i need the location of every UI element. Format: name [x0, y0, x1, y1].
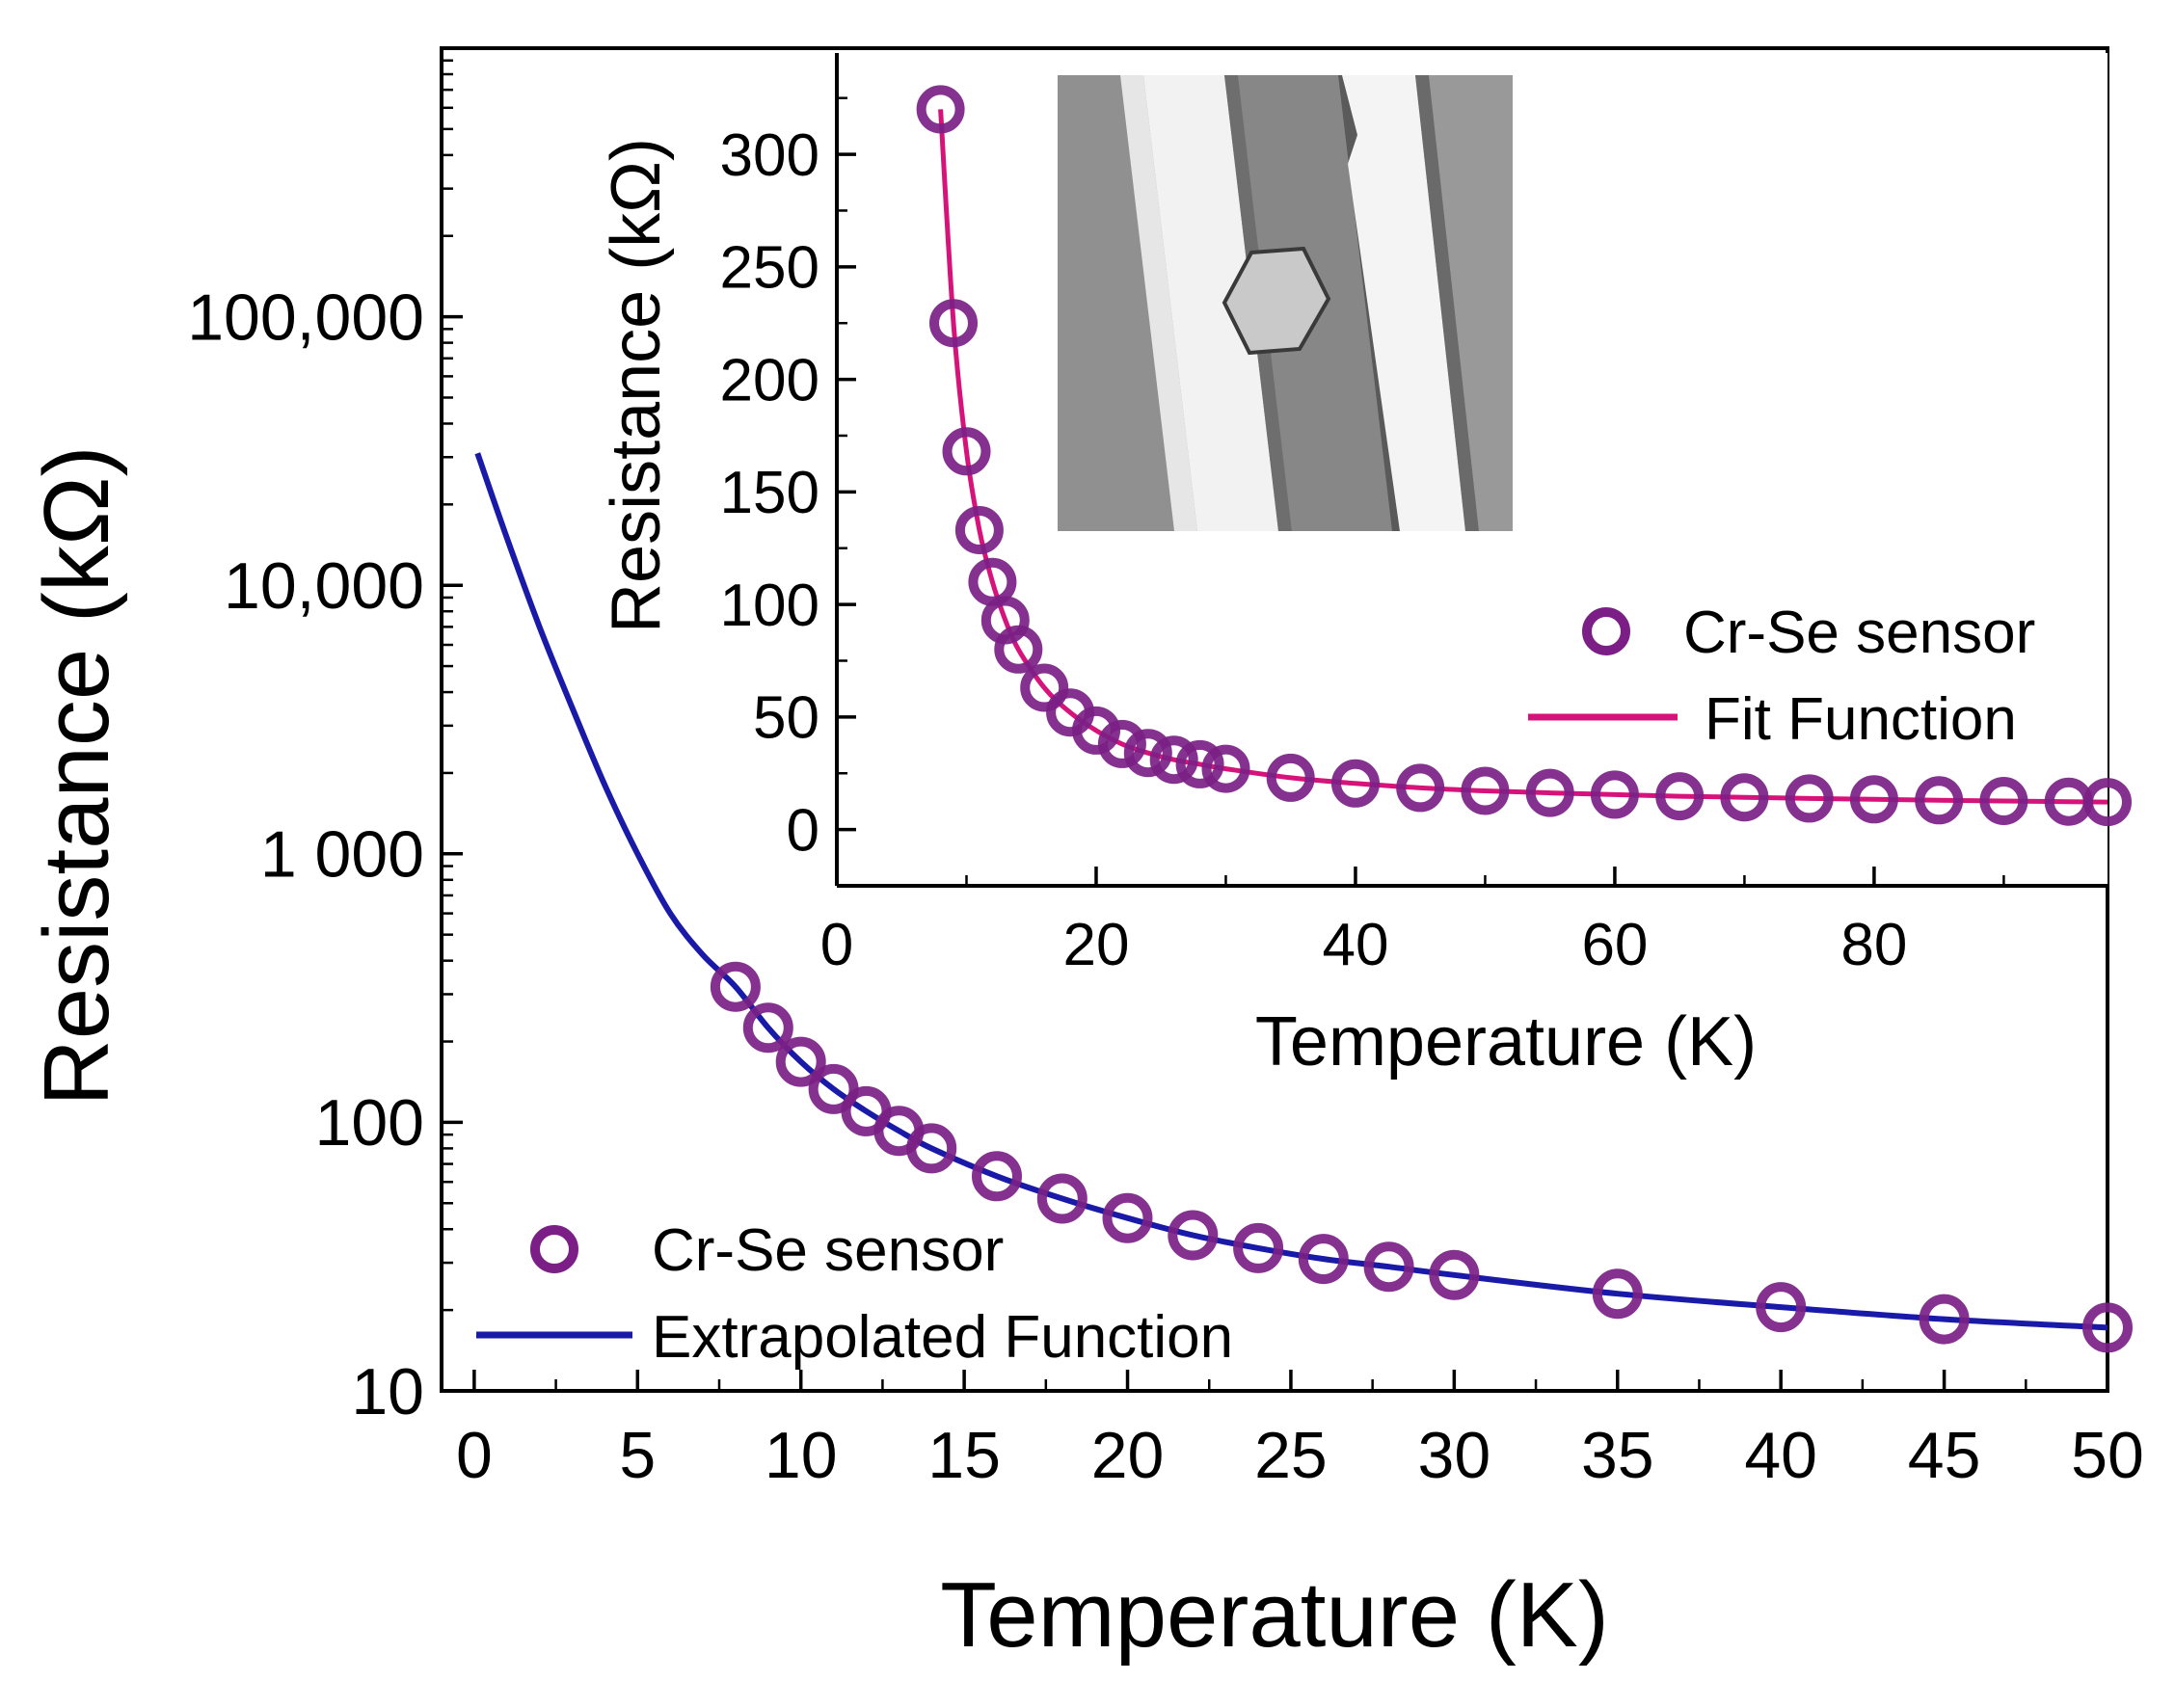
main-legend-label-extrapolated: Extrapolated Function — [652, 1304, 1233, 1371]
inset-series-line — [938, 109, 2108, 805]
main-series — [474, 452, 2133, 1353]
main-x-tick-label: 35 — [1581, 1419, 1654, 1492]
inset-y-tick-label: 100 — [720, 573, 819, 639]
main-data-point — [710, 961, 761, 1012]
inset-data-point — [1175, 739, 1224, 788]
main-x-tick-label: 40 — [1744, 1419, 1817, 1492]
inset-y-tick-label: 50 — [753, 685, 819, 752]
main-x-tick-label: 45 — [1908, 1419, 1981, 1492]
inset-series — [916, 85, 2132, 827]
inset-legend-label-sensor: Cr-Se sensor — [1683, 600, 2035, 666]
main-data-point — [1233, 1222, 1284, 1273]
main-data-point — [775, 1036, 826, 1087]
main-data-point — [1036, 1173, 1088, 1224]
main-y-tick-label: 10 — [351, 1355, 424, 1428]
main-x-tick-label: 20 — [1091, 1419, 1165, 1492]
main-x-tick-label: 5 — [619, 1419, 656, 1492]
main-data-point — [972, 1151, 1022, 1202]
inset-data-point — [1266, 753, 1315, 802]
inset-data-point — [1123, 729, 1172, 778]
inset-y-axis-title: Resistance (kΩ) — [598, 138, 675, 633]
main-y-tick-label: 10,000 — [224, 549, 424, 623]
inset-x-tick-label: 60 — [1581, 912, 1648, 978]
inset-data-point — [1849, 775, 1898, 824]
inset-y-tick-label: 0 — [787, 797, 819, 864]
main-data-point — [1592, 1268, 1643, 1320]
main-y-tick-label: 100 — [315, 1086, 424, 1160]
main-legend: Cr-Se sensor Extrapolated Function — [476, 1217, 1233, 1371]
inset-data-point — [954, 506, 1004, 554]
inset-data-point — [2083, 778, 2132, 827]
inset-y-tick-label: 250 — [720, 235, 819, 302]
sem-micrograph — [1058, 75, 1513, 531]
inset-data-point — [1396, 763, 1445, 813]
inset-y-tick-label: 300 — [720, 122, 819, 189]
inset-x-tick-label: 80 — [1840, 912, 1907, 978]
main-data-point — [1298, 1234, 1349, 1285]
main-y-tick-label: 100,000 — [187, 280, 424, 354]
main-x-tick-label: 25 — [1254, 1419, 1328, 1492]
inset-data-point — [1461, 766, 1510, 815]
main-data-point — [808, 1063, 859, 1114]
main-x-axis-title: Temperature (K) — [940, 1563, 1609, 1667]
inset-data-point — [1655, 772, 1705, 821]
main-x-tick-label: 15 — [927, 1419, 1001, 1492]
main-data-point — [1756, 1282, 1807, 1333]
inset-legend-marker-sensor — [1582, 607, 1630, 655]
main-data-point — [1919, 1294, 1970, 1345]
main-data-point — [1168, 1210, 1219, 1261]
inset-data-point — [1720, 773, 1769, 822]
inset-legend-label-fit: Fit Function — [1705, 686, 2017, 753]
inset-data-point — [1097, 719, 1146, 768]
inset-y-tick-label: 200 — [720, 347, 819, 414]
inset-data-point — [1590, 770, 1639, 819]
main-ticks: 0 5 10 15 20 25 30 35 40 45 50 10 100 1 000 10,000 100,… — [187, 59, 2144, 1492]
inset-data-point — [929, 299, 978, 348]
main-data-point — [1102, 1192, 1153, 1243]
main-plot: 0 5 10 15 20 25 30 35 40 45 50 10 100 1 000 10,000 100,… — [25, 46, 2144, 1667]
main-data-point — [906, 1123, 957, 1174]
inset-data-point — [1149, 735, 1198, 785]
inset-data-point — [1525, 768, 1574, 817]
inset-data-point — [1020, 663, 1069, 712]
inset-ticks: 0 20 40 60 80 0 50 100 150 200 250 300 — [720, 96, 2005, 978]
inset-data-point — [1331, 759, 1380, 808]
inset-x-tick-label: 20 — [1062, 912, 1129, 978]
main-x-tick-label: 50 — [2071, 1419, 2144, 1492]
inset-data-point — [1979, 777, 2028, 825]
inset-x-tick-label: 40 — [1322, 912, 1388, 978]
main-x-tick-label: 0 — [456, 1419, 493, 1492]
inset-data-point — [916, 85, 965, 134]
inset-x-axis-title: Temperature (K) — [1255, 1003, 1757, 1081]
inset-x-tick-label: 0 — [820, 912, 853, 978]
main-y-tick-label: 1 000 — [260, 818, 424, 892]
main-legend-marker-sensor — [530, 1225, 578, 1273]
inset-legend: Cr-Se sensor Fit Function — [1528, 600, 2035, 753]
main-data-point — [2082, 1302, 2133, 1353]
main-legend-label-sensor: Cr-Se sensor — [652, 1217, 1004, 1284]
main-x-tick-label: 10 — [765, 1419, 838, 1492]
inset-data-point — [1915, 776, 1964, 825]
inset-data-point — [1785, 774, 1834, 823]
main-data-point — [742, 1002, 793, 1054]
inset-y-tick-label: 150 — [720, 460, 819, 526]
inset-data-point — [994, 625, 1043, 674]
inset-plot: 0 20 40 60 80 0 50 100 150 200 250 300 Temperature … — [598, 53, 2132, 1081]
main-y-axis-title: Resistance (kΩ) — [25, 445, 128, 1106]
main-x-tick-label: 30 — [1418, 1419, 1491, 1492]
main-data-point — [1429, 1249, 1480, 1300]
inset-data-point — [942, 427, 991, 476]
main-data-point — [1363, 1241, 1414, 1293]
inset-data-point — [1201, 744, 1250, 793]
